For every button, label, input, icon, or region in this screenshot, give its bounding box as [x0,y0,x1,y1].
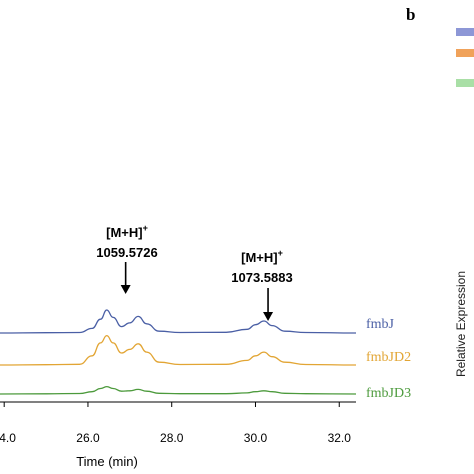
x-tick-label: 24.0 [0,431,16,445]
annotation-mass-value: 1059.5726 [96,245,157,260]
x-axis-label: Time (min) [76,454,138,469]
annotation-1: [M+H]+ 1059.5726 [96,223,158,294]
annotation-2: [M+H]+ 1073.5883 [231,248,293,321]
x-tick-label: 28.0 [160,431,184,445]
annotation-mass-value: 1073.5883 [231,270,292,285]
x-tick-label: 32.0 [328,431,352,445]
chromatogram-plot: fmbJ fmbJD2 fmbJD3 24.0 26.0 28.0 30.0 32.0 Ti… [0,223,411,469]
x-tick-label: 26.0 [76,431,100,445]
annotation-arrow-icon [120,285,131,294]
trace-fmbJD3 [0,385,357,395]
series-label-fmbJ: fmbJ [366,317,395,332]
relative-expression-ylabel: Relative Expression [454,271,468,377]
panel-label: b [406,5,415,24]
annotations: [M+H]+ 1059.5726 [M+H]+ 1073.5883 [96,223,293,321]
traces [0,309,357,395]
annotation-arrow-icon [263,312,274,321]
series-label-fmbJD2: fmbJD2 [366,350,411,365]
x-tick-label: 30.0 [244,431,268,445]
trace-fmbJD2 [0,334,357,366]
annotation-ion-label: [M+H]+ [241,248,283,265]
series-labels: fmbJ fmbJD2 fmbJD3 [366,317,411,401]
x-ticks: 24.0 26.0 28.0 30.0 32.0 [0,402,351,445]
legend-swatch-2 [456,49,474,57]
series-label-fmbJD3: fmbJD3 [366,386,411,401]
legend-swatch-1 [456,28,474,36]
annotation-ion-label: [M+H]+ [106,223,148,240]
trace-fmbJ [0,309,357,334]
legend-swatch-3 [456,79,474,87]
